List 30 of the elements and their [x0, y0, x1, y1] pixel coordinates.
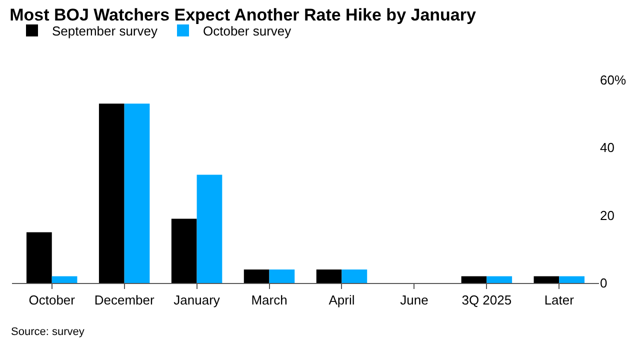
- bar: [461, 276, 487, 283]
- legend-label: October survey: [202, 24, 292, 39]
- bar: [559, 276, 585, 283]
- bar: [171, 218, 197, 283]
- bar: [52, 276, 78, 283]
- bar: [244, 269, 270, 283]
- bar: [124, 104, 150, 283]
- x-tick-label: October: [28, 292, 76, 308]
- y-tick-label: 20: [600, 208, 614, 223]
- bar: [269, 269, 295, 283]
- y-tick-label: 40: [600, 140, 614, 156]
- y-tick-label: 60%: [600, 72, 626, 88]
- x-tick-label: June: [400, 292, 428, 308]
- x-tick-label: December: [94, 292, 155, 308]
- bar: [486, 276, 512, 283]
- x-tick-label: 3Q 2025: [462, 292, 512, 308]
- source-note: Source: survey: [11, 326, 85, 338]
- legend-label: September survey: [52, 24, 158, 39]
- x-tick-label: April: [328, 292, 355, 308]
- bar: [26, 232, 52, 283]
- y-tick-label: 0: [600, 276, 608, 291]
- x-tick-label: Later: [544, 292, 575, 308]
- bar: [316, 269, 342, 283]
- bar: [534, 276, 560, 283]
- bar: [342, 269, 368, 283]
- x-tick-label: March: [251, 292, 288, 308]
- x-tick-label: January: [174, 292, 220, 308]
- bar: [98, 104, 124, 283]
- chart-title: Most BOJ Watchers Expect Another Rate Hike by January: [10, 6, 476, 25]
- bar: [196, 174, 222, 283]
